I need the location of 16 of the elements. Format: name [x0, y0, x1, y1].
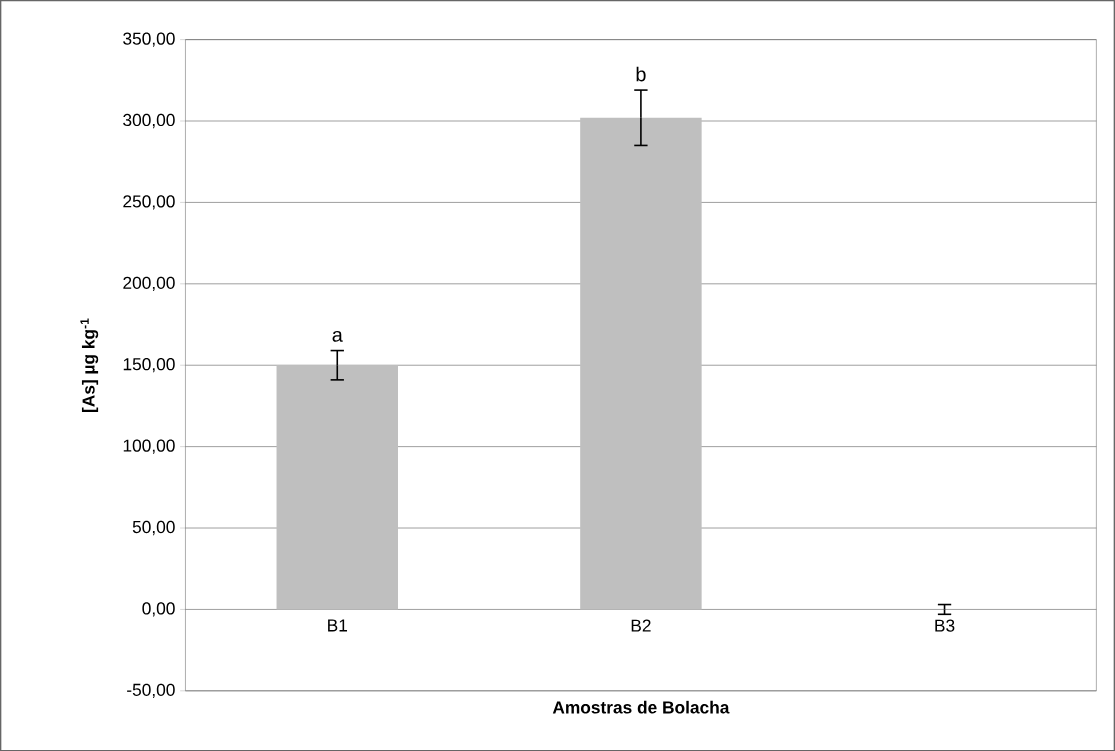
y-tick-label: -50,00 [127, 683, 175, 698]
y-axis-title: [As] µg kg$^{-1}$ [80, 318, 99, 412]
x-tick-label: B2 [631, 619, 651, 632]
annotation: a [332, 330, 343, 342]
y-tick-label: 250,00 [123, 195, 175, 210]
x-axis-title: Amostras de Bolacha [552, 700, 730, 714]
y-tick-label: 50,00 [132, 520, 175, 535]
annotation: b [636, 66, 646, 82]
y-tick-label: 300,00 [123, 113, 175, 128]
x-tick-label: B1 [328, 619, 348, 632]
y-tick-label: 150,00 [123, 357, 175, 373]
y-tick-label: 0,00 [142, 602, 175, 617]
x-tick-label: B3 [935, 619, 955, 632]
y-tick-label: 350,00 [123, 32, 175, 47]
y-tick-label: 200,00 [123, 276, 175, 291]
y-tick-label: 100,00 [123, 439, 175, 454]
